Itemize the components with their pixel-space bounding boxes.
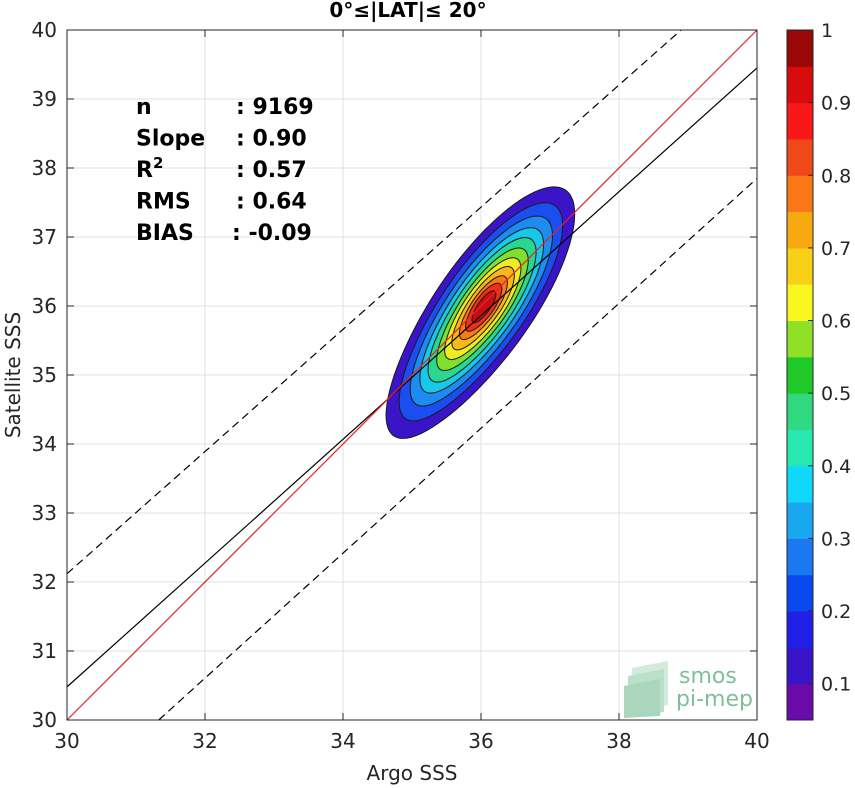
y-tick-label: 31 xyxy=(32,639,57,663)
stat-value: : -0.09 xyxy=(232,221,312,246)
stat-label: BIAS xyxy=(136,221,194,246)
stat-label-superscript: 2 xyxy=(153,154,163,172)
colorbar-band xyxy=(787,465,813,503)
x-tick-label: 38 xyxy=(606,729,631,753)
y-tick-label: 34 xyxy=(32,432,57,456)
x-axis-label: Argo SSS xyxy=(367,761,458,785)
colorbar-tick-label: 0.9 xyxy=(821,93,851,115)
colorbar: 0.1 0.2 0.3 0.4 0.5 0.6 0.7 0.8 0.9 1 xyxy=(786,20,851,721)
stat-label: n xyxy=(136,95,152,120)
colorbar-band xyxy=(787,574,813,612)
logo-wave-icon xyxy=(624,661,668,718)
colorbar-tick-label: 0.7 xyxy=(821,238,851,260)
y-tick-label: 36 xyxy=(32,294,57,318)
x-tick-label: 34 xyxy=(330,729,355,753)
identity-line xyxy=(66,29,758,721)
colorbar-band xyxy=(787,175,813,213)
y-tick-label: 30 xyxy=(32,708,57,732)
colorbar-tick-label: 1 xyxy=(821,20,833,42)
y-tick-label: 37 xyxy=(32,225,57,249)
fit-lower-dashed-line xyxy=(158,177,758,721)
colorbar-band xyxy=(787,66,813,104)
y-tick-label: 32 xyxy=(32,570,57,594)
stat-label: RMS xyxy=(136,190,191,215)
y-axis-label: Satellite SSS xyxy=(1,312,25,438)
grid xyxy=(66,29,758,721)
stat-value: : 0.64 xyxy=(236,190,307,215)
colorbar-tick-label: 0.5 xyxy=(821,383,851,405)
colorbar-band xyxy=(787,211,813,249)
colorbar-band xyxy=(787,30,813,67)
density-contours xyxy=(385,186,576,439)
colorbar-band xyxy=(787,502,813,539)
chart-title: 0°≤|LAT|≤ 20° xyxy=(329,0,486,22)
y-tick-label: 40 xyxy=(32,18,57,42)
x-tick-label: 36 xyxy=(468,729,493,753)
regression-lines xyxy=(66,29,758,721)
x-tick-label: 40 xyxy=(744,729,769,753)
colorbar-band xyxy=(787,429,813,467)
colorbar-band xyxy=(787,393,813,430)
colorbar-tick-label: 0.6 xyxy=(821,311,851,333)
colorbar-band xyxy=(787,356,813,394)
stat-value: : 9169 xyxy=(236,95,314,120)
colorbar-tick-label: 0.4 xyxy=(821,456,851,478)
y-tick-label: 33 xyxy=(32,501,57,525)
colorbar-band xyxy=(787,611,813,648)
y-tick-label: 38 xyxy=(32,156,57,180)
colorbar-frame xyxy=(786,29,814,721)
smos-pi-mep-logo: smos pi-mep xyxy=(624,661,753,718)
logo-text-pi-mep: pi-mep xyxy=(676,687,753,712)
fit-upper-dashed-line xyxy=(66,29,682,575)
colorbar-band xyxy=(787,683,813,721)
colorbar-band xyxy=(787,247,813,285)
y-tick-label: 35 xyxy=(32,363,57,387)
y-tick-label: 39 xyxy=(32,87,57,111)
colorbar-tick-label: 0.8 xyxy=(821,165,851,187)
colorbar-band xyxy=(787,320,813,358)
colorbar-band xyxy=(787,647,813,685)
axis-ticks: 30 32 34 36 38 40 30 31 32 33 34 35 36 37 38 39 40 xyxy=(32,18,770,753)
x-tick-label: 30 xyxy=(54,729,79,753)
colorbar-band xyxy=(787,284,813,322)
colorbar-tick-label: 0.1 xyxy=(821,674,851,696)
fit-line xyxy=(66,67,758,688)
stat-label: Slope xyxy=(136,127,205,152)
colorbar-band xyxy=(787,138,813,176)
logo-text-smos: smos xyxy=(679,664,737,689)
colorbar-band xyxy=(787,538,813,576)
stat-value: : 0.90 xyxy=(236,127,307,152)
x-tick-label: 32 xyxy=(192,729,217,753)
colorbar-band xyxy=(787,102,813,140)
colorbar-tick-label: 0.3 xyxy=(821,528,851,550)
stat-value: : 0.57 xyxy=(236,158,307,183)
colorbar-tick-label: 0.2 xyxy=(821,601,851,623)
